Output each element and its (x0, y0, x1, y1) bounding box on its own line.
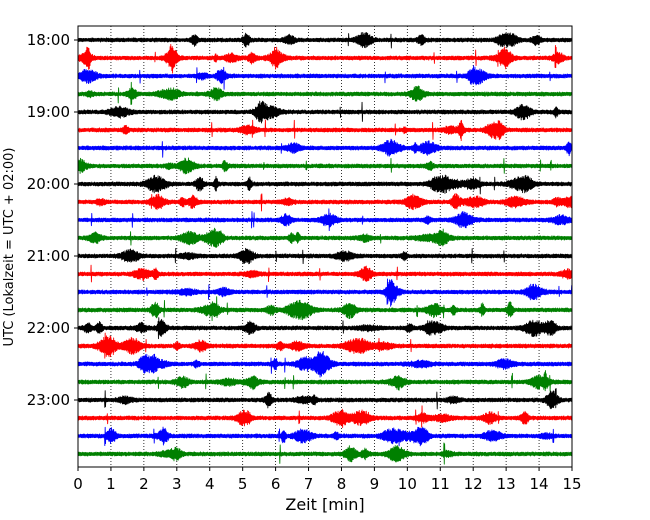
trace-1800 (77, 31, 573, 49)
seismic-traces (77, 31, 573, 465)
x-tick-label: 8 (337, 475, 347, 493)
y-axis-ticks: 18:00 19:00 20:00 21:00 22:00 23:00 (27, 31, 78, 409)
y-tick-label: 23:00 (27, 391, 70, 409)
trace-2215 (77, 332, 573, 359)
x-tick-label: 1 (106, 475, 116, 493)
x-tick-label: 10 (398, 475, 417, 493)
trace-1915 (77, 119, 573, 142)
trace-1900 (77, 100, 573, 124)
trace-2130 (77, 278, 573, 307)
trace-2315 (77, 405, 573, 428)
trace-2300 (77, 388, 573, 410)
x-axis-ticks: 0 1 2 3 4 5 6 7 8 9 10 11 12 13 14 15 (73, 467, 582, 493)
trace-1945 (77, 157, 573, 175)
trace-2030 (77, 208, 573, 232)
plot-frame (77, 25, 573, 468)
y-tick-label: 21:00 (27, 247, 70, 265)
y-tick-label: 18:00 (27, 31, 70, 49)
y-tick-label: 22:00 (27, 319, 70, 337)
x-tick-label: 7 (304, 475, 314, 493)
x-tick-label: 6 (271, 475, 281, 493)
trace-2200 (77, 317, 573, 340)
trace-1930 (77, 138, 573, 158)
x-tick-label: 4 (205, 475, 215, 493)
x-axis-label: Zeit [min] (285, 495, 364, 514)
x-tick-label: 12 (464, 475, 483, 493)
trace-2330 (77, 426, 573, 447)
x-tick-label: 2 (139, 475, 149, 493)
x-tick-label: 3 (172, 475, 182, 493)
trace-2145 (77, 296, 573, 322)
y-tick-label: 19:00 (27, 103, 70, 121)
trace-2115 (77, 264, 573, 283)
trace-2015 (77, 193, 573, 212)
x-tick-label: 14 (530, 475, 549, 493)
trace-1845 (77, 81, 573, 105)
trace-1830 (77, 65, 573, 90)
trace-2000 (77, 174, 573, 195)
trace-2045 (77, 227, 573, 248)
x-tick-label: 5 (238, 475, 248, 493)
x-tick-label: 13 (497, 475, 516, 493)
x-tick-label: 11 (431, 475, 450, 493)
y-tick-label: 20:00 (27, 175, 70, 193)
trace-2100 (77, 247, 573, 265)
trace-2230 (77, 350, 573, 378)
trace-2245 (77, 370, 573, 392)
trace-2345 (77, 442, 573, 465)
trace-1815 (77, 43, 573, 74)
x-tick-label: 15 (562, 475, 581, 493)
y-axis-label: UTC (Lokalzeit = UTC + 02:00) (2, 148, 17, 347)
x-tick-label: 9 (370, 475, 380, 493)
x-tick-label: 0 (73, 475, 83, 493)
